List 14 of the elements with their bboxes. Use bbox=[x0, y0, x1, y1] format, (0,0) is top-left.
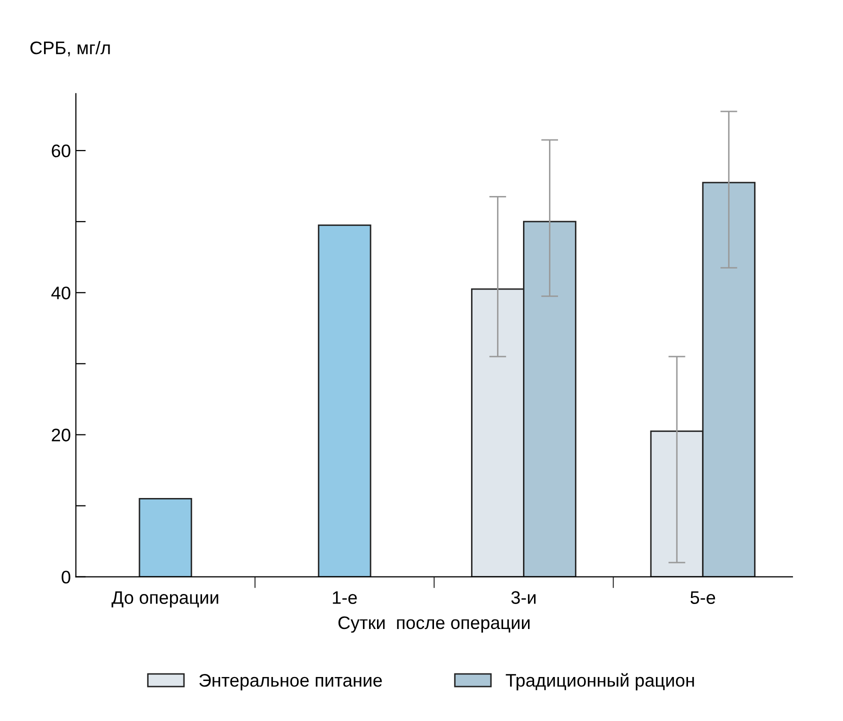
legend-label: Энтеральное питание bbox=[199, 674, 382, 690]
y-tick-label: 60 bbox=[52, 144, 70, 158]
y-tick-label: 0 bbox=[62, 570, 70, 584]
y-axis-title: СРБ, мг/л bbox=[30, 40, 110, 56]
x-tick-label: 3-и bbox=[511, 591, 536, 604]
x-axis-title: Сутки после операции bbox=[338, 616, 530, 633]
bar bbox=[138, 498, 192, 577]
bar bbox=[318, 224, 372, 577]
y-tick-label: 40 bbox=[51, 286, 70, 300]
x-tick-label: 1-е bbox=[332, 591, 357, 604]
legend-label: Традиционный рацион bbox=[506, 673, 694, 690]
x-tick-label: До операции bbox=[112, 591, 218, 608]
y-tick-label: 20 bbox=[52, 428, 70, 442]
x-tick-label: 5-е bbox=[690, 591, 716, 604]
